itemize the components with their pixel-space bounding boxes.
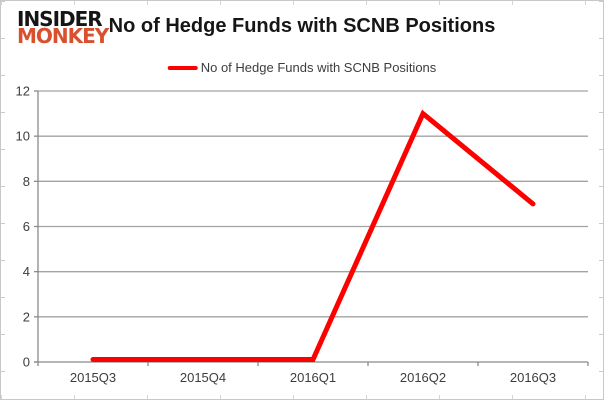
insider-monkey-logo: INSIDER MONKEY <box>17 7 109 48</box>
x-tick-label: 2015Q4 <box>180 370 226 385</box>
y-tick-label: 2 <box>23 309 30 324</box>
y-tick-label: 0 <box>23 355 30 370</box>
y-tick-label: 10 <box>16 129 30 144</box>
legend-line-swatch <box>167 65 198 70</box>
x-tick-label: 2016Q2 <box>400 370 446 385</box>
y-tick-label: 8 <box>23 174 30 189</box>
legend-label: No of Hedge Funds with SCNB Positions <box>200 60 437 75</box>
y-tick-label: 4 <box>23 264 30 279</box>
x-tick-label: 2016Q3 <box>510 370 556 385</box>
x-tick-label: 2016Q1 <box>290 370 336 385</box>
chart-title: No of Hedge Funds with SCNB Positions <box>108 15 496 37</box>
series-line <box>90 109 536 362</box>
y-tick-label: 12 <box>16 84 30 99</box>
x-tick-label: 2015Q3 <box>70 370 116 385</box>
legend: No of Hedge Funds with SCNB Positions <box>167 60 437 75</box>
y-tick-label: 6 <box>23 219 30 234</box>
logo-monkey-text: MONKEY <box>17 24 109 48</box>
logo-insider-text: INSIDER <box>17 7 103 31</box>
